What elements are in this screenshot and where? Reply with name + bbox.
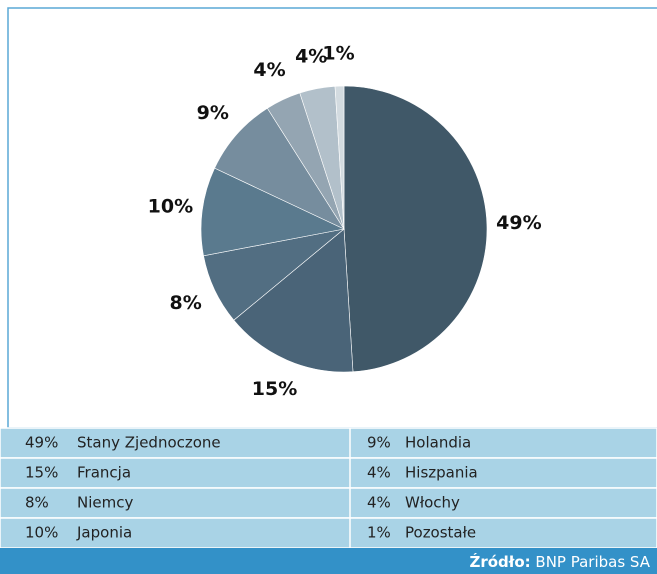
table-category: Niemcy — [77, 494, 133, 512]
source: Źródło: BNP Paribas SA — [469, 552, 650, 571]
table-row — [0, 457, 657, 489]
pie-slice — [214, 107, 345, 230]
table-value: 49% — [25, 434, 58, 452]
table-value: 15% — [25, 464, 58, 482]
table-value: 1% — [367, 524, 391, 542]
table-category: Hiszpania — [405, 464, 478, 482]
footer-bar — [0, 548, 657, 574]
slice-label: 49% — [496, 212, 541, 234]
table-value: 4% — [367, 494, 391, 512]
table-value: 10% — [25, 524, 58, 542]
slice-label: 15% — [252, 378, 297, 400]
pie-slice — [334, 85, 345, 230]
source-name: BNP Paribas SA — [535, 553, 650, 571]
table-value: 9% — [367, 434, 391, 452]
slice-label: 8% — [170, 292, 202, 314]
pie-slice — [233, 228, 354, 373]
table-value: 8% — [25, 494, 49, 512]
source-label: Źródło: — [469, 552, 530, 571]
slice-label: 9% — [197, 102, 229, 124]
table-row — [0, 427, 657, 459]
slice-label: 4% — [295, 46, 327, 68]
pie-slice — [200, 167, 345, 257]
table-category: Stany Zjednoczone — [77, 434, 221, 452]
table-category: Pozostałe — [405, 524, 476, 542]
slice-label: 10% — [148, 196, 193, 218]
table-row — [0, 517, 657, 549]
table-category: Holandia — [405, 434, 471, 452]
pie-slice — [343, 85, 488, 373]
table-category: Francja — [77, 464, 131, 482]
slice-label: 4% — [253, 59, 285, 81]
table-category: Japonia — [76, 524, 132, 542]
slice-label: 1% — [322, 43, 354, 65]
table-value: 4% — [367, 464, 391, 482]
table-category: Włochy — [405, 494, 460, 512]
